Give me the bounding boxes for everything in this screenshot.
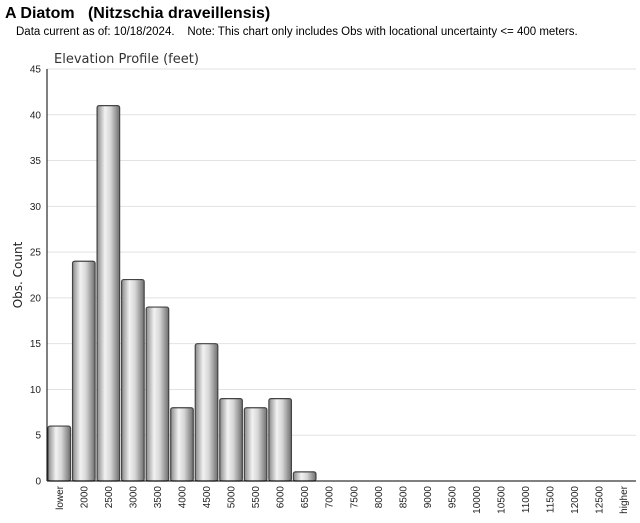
x-tick-label: 12500: [595, 486, 606, 514]
data-note: Data current as of: 10/18/2024. Note: Th…: [16, 26, 578, 38]
bar-lower: [47, 425, 72, 482]
y-tick-label: 0: [35, 477, 41, 488]
x-tick-label: 4500: [202, 486, 213, 509]
x-tick-label: 2500: [104, 486, 115, 509]
x-tick-label: 6000: [276, 486, 287, 509]
x-tick-label: 6500: [300, 486, 311, 509]
x-tick-label: 7500: [349, 486, 360, 509]
bar-3000: [121, 278, 145, 482]
y-tick-label: 35: [30, 156, 42, 167]
y-tick-label: 45: [30, 65, 42, 76]
x-tick-label: 12000: [570, 486, 581, 514]
bar-5500: [243, 407, 268, 482]
y-tick-label: 10: [30, 385, 42, 396]
x-tick-label: 3000: [128, 486, 139, 509]
bar-6500: [292, 471, 317, 482]
chart-title: Elevation Profile (feet): [54, 52, 199, 67]
bar-4500: [194, 343, 219, 482]
x-tick-label: 3500: [153, 486, 164, 509]
x-tick-label: 5500: [251, 486, 262, 509]
y-tick-label: 5: [35, 431, 41, 442]
bar-3500: [145, 306, 170, 482]
x-tick-label: 4000: [177, 486, 188, 509]
bar-6000: [268, 398, 293, 482]
x-tick-label: 2000: [79, 486, 90, 509]
x-tick-label: higher: [619, 485, 630, 513]
y-tick-label: 15: [30, 339, 42, 350]
x-tick-label: 10000: [472, 486, 483, 514]
x-tick-label: 8500: [398, 486, 409, 509]
x-tick-label: 10500: [497, 486, 508, 514]
grid-layer: [47, 68, 636, 482]
y-tick-label: 20: [30, 293, 42, 304]
x-tick-label: lower: [55, 485, 66, 510]
page-title: A Diatom (Nitzschia draveillensis): [5, 5, 271, 22]
bar-2500: [96, 105, 121, 482]
bar-4000: [170, 407, 194, 482]
x-tick-label: 11000: [521, 486, 532, 514]
x-tick-label: 9500: [447, 486, 458, 509]
x-tick-label: 11500: [546, 486, 557, 514]
axis-layer: 0 5 10 15 20 25 30 35 40 45 lower 2000 2500 3000 3500 4…: [30, 65, 636, 514]
bar-layer: [47, 105, 317, 482]
x-tick-label: 5000: [227, 486, 238, 509]
y-tick-label: 40: [30, 110, 42, 121]
y-tick-label: 30: [30, 202, 42, 213]
bar-2000: [71, 260, 96, 482]
y-axis-label: Obs. Count: [11, 241, 25, 308]
bar-5000: [219, 398, 243, 482]
y-tick-label: 25: [30, 248, 42, 259]
x-tick-label: 7000: [325, 486, 336, 509]
x-tick-label: 8000: [374, 486, 385, 509]
x-tick-label: 9000: [423, 486, 434, 509]
